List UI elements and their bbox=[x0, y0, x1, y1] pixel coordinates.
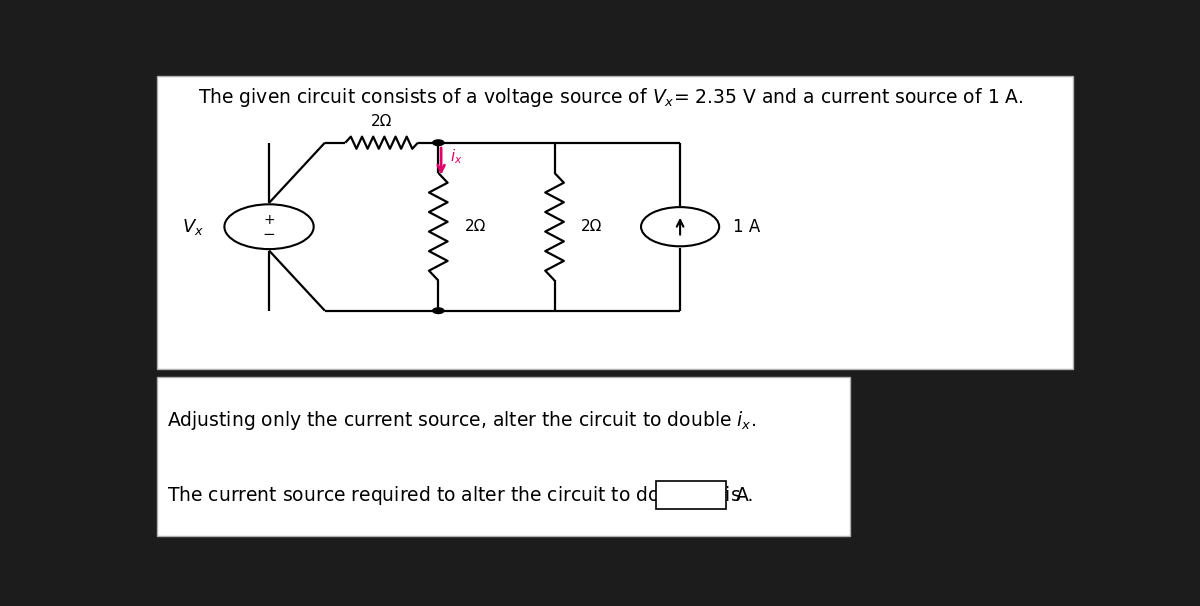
Bar bbox=[656, 481, 726, 509]
Text: The given circuit consists of a voltage source of $V_x$= 2.35 V and a current so: The given circuit consists of a voltage … bbox=[198, 86, 1024, 109]
Circle shape bbox=[224, 204, 313, 249]
Circle shape bbox=[641, 207, 719, 246]
Circle shape bbox=[433, 308, 444, 313]
Text: Adjusting only the current source, alter the circuit to double $i_x$.: Adjusting only the current source, alter… bbox=[167, 409, 756, 432]
Text: The current source required to alter the circuit to double $i_x$ is: The current source required to alter the… bbox=[167, 484, 740, 507]
Text: 2Ω: 2Ω bbox=[464, 219, 486, 234]
Text: $i_x$: $i_x$ bbox=[450, 147, 463, 166]
Bar bbox=[157, 76, 1073, 369]
Text: A.: A. bbox=[736, 485, 755, 505]
Text: 1 A: 1 A bbox=[733, 218, 761, 236]
Bar bbox=[157, 377, 851, 536]
Text: −: − bbox=[263, 227, 276, 242]
Text: 2Ω: 2Ω bbox=[581, 219, 602, 234]
Circle shape bbox=[433, 140, 444, 145]
Text: 2Ω: 2Ω bbox=[371, 114, 392, 129]
Text: +: + bbox=[263, 213, 275, 227]
Text: $V_x$: $V_x$ bbox=[182, 217, 204, 237]
